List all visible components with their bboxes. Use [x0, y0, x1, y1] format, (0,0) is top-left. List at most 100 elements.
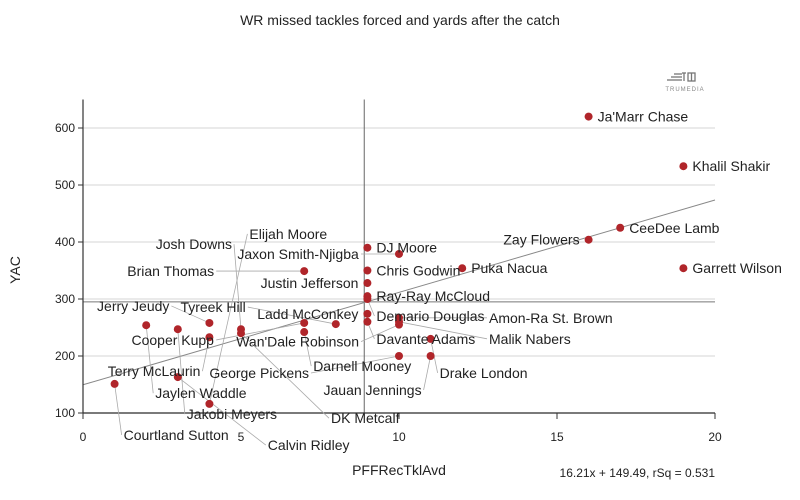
label-leader-line: [209, 233, 248, 404]
data-points: [110, 112, 688, 408]
data-point: [458, 264, 467, 273]
data-point: [173, 373, 182, 382]
label-leader-line: [202, 337, 210, 372]
data-point: [300, 267, 309, 276]
x-tick-label: 10: [392, 430, 406, 444]
label-leader-line: [360, 324, 400, 343]
point-label: Josh Downs: [156, 236, 232, 252]
point-label: Drake London: [440, 365, 528, 381]
data-point: [363, 309, 372, 318]
data-point: [426, 352, 435, 360]
point-label: Terry McLaurin: [108, 363, 201, 379]
point-label: Demario Douglas: [376, 308, 484, 324]
data-point: [679, 162, 688, 171]
y-tick-label: 400: [55, 235, 75, 249]
point-label: DK Metcalf: [331, 410, 400, 426]
trumedia-logo-icon: [667, 72, 696, 82]
label-leader-line: [423, 355, 431, 391]
data-point: [237, 329, 245, 338]
data-point: [584, 112, 593, 121]
trumedia-logo-text: TRUMEDIA: [665, 87, 704, 93]
data-point: [205, 333, 214, 342]
point-label: CeeDee Lamb: [629, 220, 719, 236]
point-label: Zay Flowers: [503, 232, 579, 248]
axes: 100 200 300 400 500 600 0 5 10 15 20: [55, 99, 722, 444]
point-label: Ladd McConkey: [257, 306, 358, 322]
label-leader-lines: [114, 233, 488, 446]
data-point: [363, 266, 372, 275]
data-point: [363, 279, 372, 288]
point-label: Puka Nacua: [471, 260, 547, 276]
point-label: Courtland Sutton: [124, 427, 229, 443]
point-label: Justin Jefferson: [261, 275, 359, 291]
y-tick-label: 600: [55, 121, 75, 135]
point-label: Davante Adams: [376, 331, 475, 347]
point-label: Jakobi Meyers: [187, 406, 277, 422]
regression-line: [82, 199, 716, 386]
label-leader-line: [310, 355, 400, 374]
data-point: [331, 320, 340, 329]
trendline: [82, 199, 716, 386]
y-tick-label: 200: [55, 349, 75, 363]
mean-lines: [83, 99, 715, 413]
y-tick-label: 500: [55, 178, 75, 192]
point-label: Chris Godwin: [376, 263, 460, 279]
data-point: [363, 243, 372, 252]
y-tick-label: 300: [55, 292, 75, 306]
trumedia-logo: TRUMEDIA: [665, 72, 704, 93]
point-label: Cooper Kupp: [131, 332, 214, 348]
point-label: Jaylen Waddle: [155, 385, 247, 401]
point-label: Ray-Ray McCloud: [376, 288, 490, 304]
x-axis-label: PFFRecTklAvd: [352, 462, 446, 478]
data-point: [205, 399, 214, 408]
point-label: DJ Moore: [376, 240, 437, 256]
x-tick-label: 5: [238, 430, 245, 444]
point-label: Jerry Jeudy: [97, 298, 169, 314]
x-tick-label: 15: [550, 430, 564, 444]
point-label: George Pickens: [209, 365, 309, 381]
data-point: [300, 328, 309, 337]
data-point: [205, 318, 214, 327]
x-tick-label: 0: [80, 430, 87, 444]
label-leader-line: [177, 376, 267, 446]
point-label: Jaxon Smith-Njigba: [237, 246, 359, 262]
label-leader-line: [114, 383, 122, 435]
x-tick-label: 20: [708, 430, 722, 444]
data-point: [363, 295, 372, 303]
point-label: Ja'Marr Chase: [598, 109, 689, 125]
point-label: Darnell Mooney: [313, 358, 411, 374]
data-point: [395, 320, 403, 329]
data-point: [616, 223, 625, 232]
label-leader-line: [177, 329, 186, 415]
data-point: [679, 264, 688, 273]
point-label: Khalil Shakir: [692, 158, 770, 174]
label-leader-line: [145, 325, 154, 394]
data-point: [173, 325, 182, 334]
point-label: Calvin Ridley: [268, 437, 350, 453]
data-point: [584, 235, 593, 244]
data-point: [395, 352, 403, 360]
point-label: Jauan Jennings: [324, 382, 422, 398]
point-label: Tyreek Hill: [180, 299, 245, 315]
data-point: [300, 318, 309, 327]
data-point: [142, 321, 151, 330]
point-label: Elijah Moore: [249, 226, 327, 242]
label-leader-line: [240, 332, 330, 419]
point-labels: Ja'Marr Chase Khalil Shakir CeeDee Lamb Zay…: [97, 109, 782, 453]
data-point: [426, 334, 435, 343]
data-point: [395, 249, 403, 258]
data-point: [363, 317, 372, 326]
label-leader-line: [398, 321, 488, 340]
point-label: Brian Thomas: [127, 263, 214, 279]
y-axis-label: YAC: [7, 256, 23, 284]
label-leader-line: [171, 305, 210, 324]
point-label: Garrett Wilson: [692, 260, 781, 276]
data-point: [110, 379, 119, 388]
point-label: Amon-Ra St. Brown: [489, 310, 613, 326]
label-leader-line: [247, 306, 336, 325]
point-label: Malik Nabers: [489, 331, 571, 347]
label-leader-line: [216, 322, 305, 341]
y-tick-label: 100: [55, 406, 75, 420]
point-label: Wan'Dale Robinson: [236, 334, 359, 350]
